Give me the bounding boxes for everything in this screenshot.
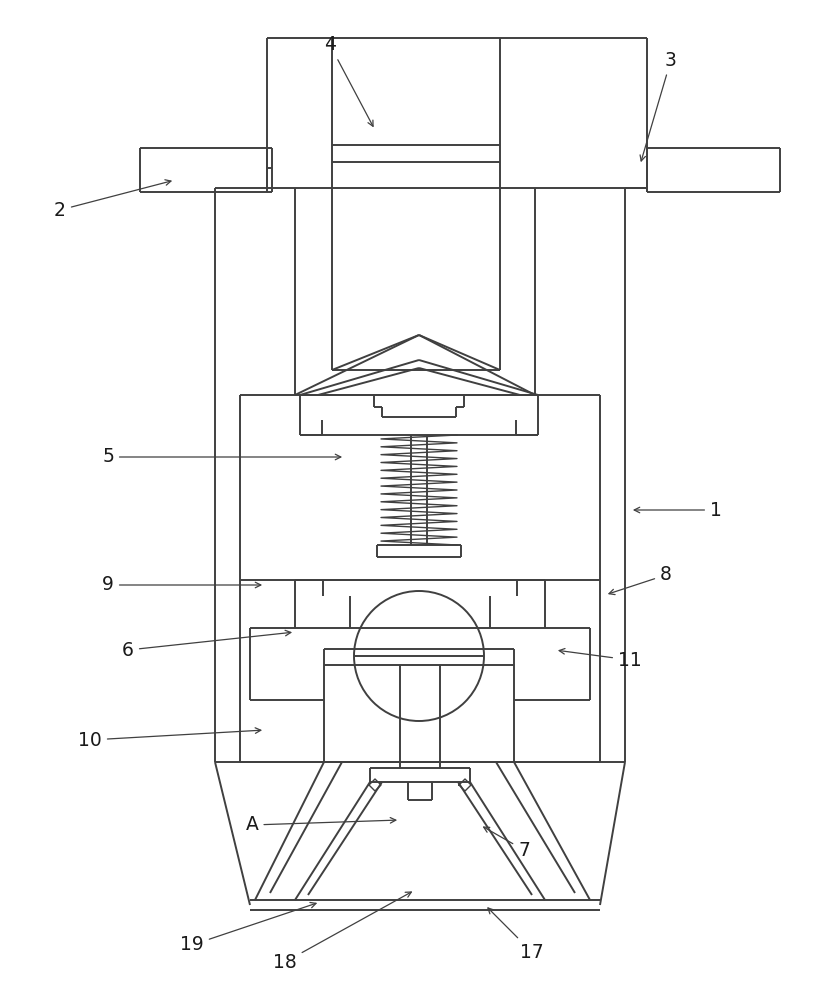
Text: 11: 11 [559,649,642,670]
Text: 5: 5 [102,448,341,466]
Text: 6: 6 [122,630,291,660]
Text: 18: 18 [274,892,411,972]
Text: 1: 1 [634,500,722,520]
Text: 7: 7 [483,827,530,859]
Text: 2: 2 [54,180,171,220]
Text: A: A [246,816,396,834]
Text: 9: 9 [102,576,261,594]
Text: 17: 17 [488,908,544,962]
Text: 19: 19 [180,902,316,954]
Text: 3: 3 [640,50,677,161]
Text: 10: 10 [78,728,261,750]
Text: 4: 4 [324,35,373,126]
Text: 8: 8 [609,566,672,595]
